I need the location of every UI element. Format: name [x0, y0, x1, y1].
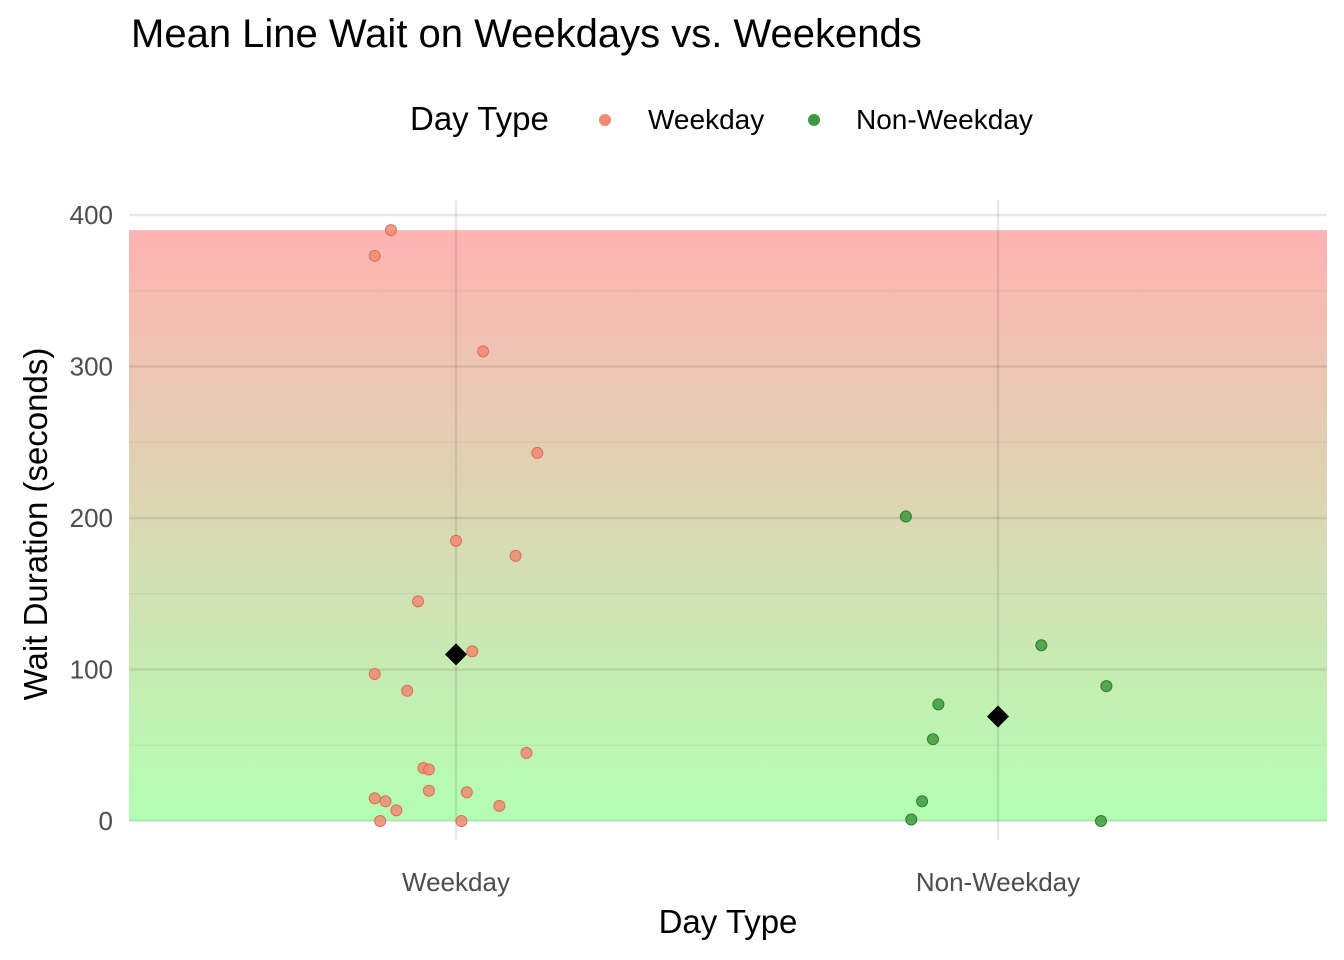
data-point: [368, 792, 381, 805]
x-tick-label: Non-Weekday: [916, 867, 1080, 897]
data-point: [466, 645, 479, 658]
background-gradient: [129, 230, 1327, 821]
legend-key-weekday: [599, 114, 611, 126]
data-point: [390, 804, 403, 817]
data-point: [899, 510, 912, 523]
x-tick-label: Weekday: [402, 867, 510, 897]
data-point: [493, 799, 506, 812]
legend: Day Type Weekday Non-Weekday: [0, 100, 1344, 146]
y-tick-label: 400: [70, 200, 113, 230]
data-point: [520, 746, 533, 759]
y-tick-label: 200: [70, 503, 113, 533]
data-point: [455, 815, 468, 827]
data-point: [460, 786, 473, 799]
y-axis-title: Wait Duration (seconds): [17, 348, 54, 701]
data-point: [1035, 639, 1048, 652]
data-point: [368, 668, 381, 681]
data-point: [422, 784, 435, 797]
data-point: [374, 815, 387, 827]
data-point: [412, 595, 425, 608]
data-point: [379, 795, 392, 808]
data-point: [477, 345, 490, 358]
data-point: [926, 733, 939, 746]
data-point: [450, 534, 462, 547]
chart-title: Mean Line Wait on Weekdays vs. Weekends: [131, 12, 922, 56]
data-point: [384, 224, 397, 237]
data-point: [368, 249, 381, 262]
y-tick-label: 0: [99, 806, 113, 836]
data-point: [905, 813, 918, 826]
data-point: [509, 549, 522, 562]
data-point: [422, 763, 435, 776]
x-axis-title: Day Type: [659, 903, 798, 940]
legend-label-non-weekday: Non-Weekday: [856, 104, 1033, 135]
data-point: [531, 446, 544, 459]
mean-marker: [445, 643, 467, 666]
data-point: [1100, 680, 1113, 693]
legend-key-non-weekday: [808, 114, 820, 126]
data-point: [1094, 815, 1107, 827]
y-tick-label: 100: [70, 655, 113, 685]
data-point: [932, 698, 945, 711]
data-point: [916, 795, 929, 808]
legend-label-weekday: Weekday: [648, 104, 765, 135]
legend-title: Day Type: [410, 100, 549, 137]
y-tick-label: 300: [70, 352, 113, 382]
data-point: [401, 684, 414, 697]
mean-marker: [987, 705, 1009, 728]
